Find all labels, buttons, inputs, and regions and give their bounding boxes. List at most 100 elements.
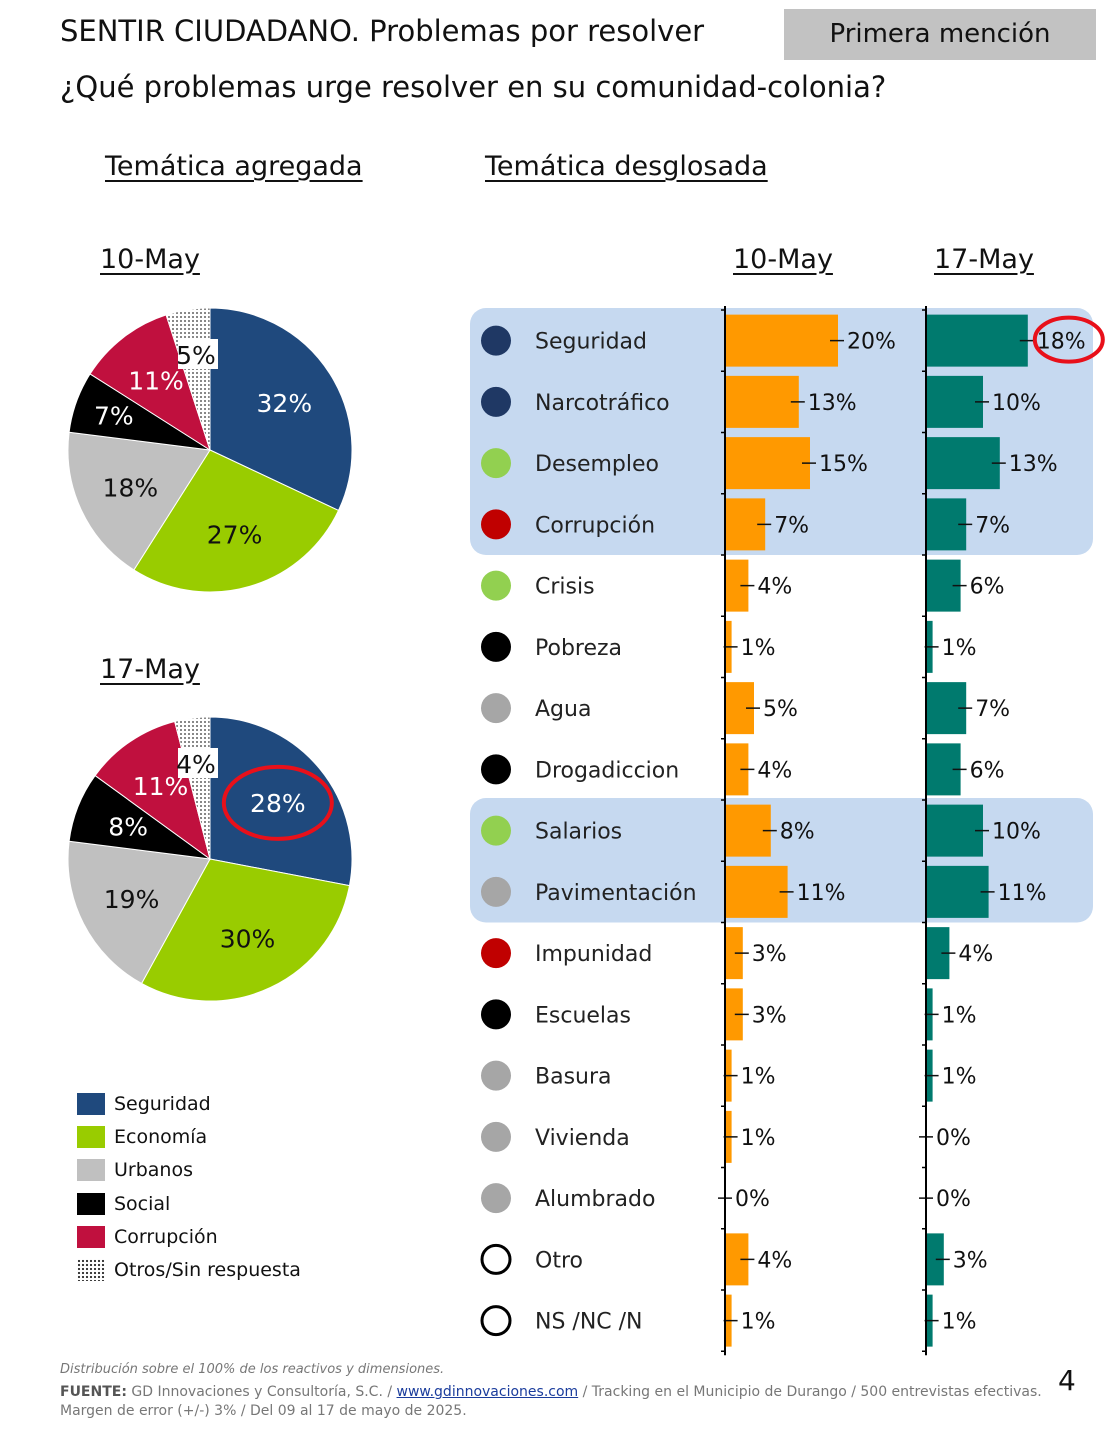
- value-label-17-may-basura: 1%: [942, 1065, 977, 1090]
- legend-swatch: [77, 1159, 105, 1181]
- value-label-17-may-corrupcion: 7%: [975, 513, 1010, 538]
- value-label-17-may-crisis: 6%: [970, 575, 1005, 600]
- value-label-17-may-alumbrado: 0%: [936, 1187, 971, 1212]
- category-dot: [481, 999, 511, 1030]
- question-subtitle: ¿Qué problemas urge resolver en su comun…: [60, 70, 887, 104]
- category-label-impunidad: Impunidad: [535, 942, 652, 967]
- category-dot: [481, 1060, 511, 1091]
- value-label-10-may-desempleo: 15%: [819, 452, 868, 477]
- category-dot: [480, 1243, 512, 1275]
- pie-label-economia: 27%: [207, 521, 263, 550]
- value-label-17-may-otro: 3%: [953, 1248, 988, 1273]
- category-dot: [481, 386, 511, 417]
- category-dot: [481, 938, 511, 969]
- category-label-desempleo: Desempleo: [535, 452, 659, 477]
- pie-slice-urbanos: [67, 431, 211, 571]
- bar-column-10-may: 10-May: [733, 244, 833, 275]
- bar-10-may-escuelas: [726, 988, 743, 1041]
- value-label-10-may-narcotrafico: 13%: [808, 391, 857, 416]
- value-label-10-may-agua: 5%: [763, 697, 798, 722]
- legend-swatch: [77, 1126, 105, 1148]
- value-label-10-may-crisis: 4%: [757, 575, 792, 600]
- category-dot: [481, 876, 511, 907]
- bar-10-may-narcotrafico: [726, 375, 799, 428]
- category-dot: [481, 693, 511, 724]
- bar-17-may-impunidad: [927, 927, 950, 980]
- category-label-pobreza: Pobreza: [535, 636, 622, 661]
- value-label-10-may-pavimentacion: 11%: [797, 881, 846, 906]
- pie-2-date: 17-May: [100, 654, 200, 685]
- pie-slice-seguridad: [209, 307, 353, 512]
- source-text: FUENTE: GD Innovaciones y Consultoría, S…: [60, 1383, 1045, 1421]
- category-label-basura: Basura: [535, 1065, 612, 1090]
- bar-10-may-pavimentacion: [726, 865, 788, 918]
- pie-label-economia: 30%: [220, 925, 276, 954]
- legend-swatch: [77, 1093, 105, 1115]
- bar-10-may-drogadiccion: [726, 743, 749, 796]
- source-org: GD Innovaciones y Consultoría, S.C. /: [126, 1384, 397, 1400]
- value-label-17-may-ns-nc-n: 1%: [942, 1310, 977, 1335]
- category-dot: [481, 1183, 511, 1214]
- value-label-17-may-seguridad: 18%: [1037, 330, 1086, 355]
- pie-label-otros-sin-respuesta: 5%: [176, 341, 216, 370]
- category-label-seguridad: Seguridad: [535, 330, 647, 355]
- legend-swatch: [77, 1226, 105, 1248]
- category-label-ns-nc-n: NS /NC /N: [535, 1310, 643, 1335]
- value-label-17-may-impunidad: 4%: [958, 942, 993, 967]
- bar-17-may-otro: [927, 1233, 944, 1286]
- pie-label-bg: [178, 339, 218, 369]
- bar-17-may-pavimentacion: [927, 865, 989, 918]
- highlight-ellipse: [221, 764, 334, 841]
- bar-10-may-seguridad: [726, 314, 838, 367]
- source-link[interactable]: www.gdinnovaciones.com: [396, 1384, 579, 1400]
- category-dot: [480, 1305, 512, 1337]
- page-number: 4: [1058, 1364, 1076, 1397]
- value-label-10-may-seguridad: 20%: [847, 330, 896, 355]
- legend-label: Social: [114, 1193, 171, 1215]
- pie-label-seguridad: 28%: [250, 789, 306, 818]
- value-label-10-may-basura: 1%: [741, 1065, 776, 1090]
- category-label-pavimentacion: Pavimentación: [535, 881, 697, 906]
- value-label-10-may-vivienda: 1%: [741, 1126, 776, 1151]
- source-rest: / Tracking en el Municipio de Durango / …: [60, 1384, 1042, 1419]
- bar-17-may-salarios: [927, 804, 983, 857]
- category-label-otro: Otro: [535, 1248, 583, 1273]
- value-label-10-may-escuelas: 3%: [752, 1003, 787, 1028]
- bar-chart-breakdown: Seguridad 20% 18% Narcotráfico 13% 10% Desempl…: [470, 306, 1105, 1356]
- pie-label-corrupcion: 11%: [128, 366, 184, 395]
- category-dot: [481, 815, 511, 846]
- bar-10-may-crisis: [726, 559, 749, 612]
- category-label-drogadiccion: Drogadiccion: [535, 758, 679, 783]
- pie-label-social: 8%: [108, 813, 148, 842]
- legend-label: Corrupción: [114, 1226, 218, 1248]
- pie-label-social: 7%: [94, 401, 134, 430]
- category-label-alumbrado: Alumbrado: [535, 1187, 655, 1212]
- value-label-17-may-agua: 7%: [975, 697, 1010, 722]
- pie-slice-economia: [140, 858, 351, 1002]
- category-label-corrupcion: Corrupción: [535, 513, 655, 538]
- value-label-10-may-salarios: 8%: [780, 820, 815, 845]
- pie-slice-seguridad: [209, 716, 353, 887]
- value-label-17-may-escuelas: 1%: [942, 1003, 977, 1028]
- pie-label-seguridad: 32%: [257, 389, 313, 418]
- value-label-10-may-alumbrado: 0%: [735, 1187, 770, 1212]
- page-title: SENTIR CIUDADANO. Problemas por resolver: [60, 14, 705, 48]
- category-label-escuelas: Escuelas: [535, 1003, 631, 1028]
- legend-label: Seguridad: [114, 1093, 211, 1115]
- legend-label: Economía: [114, 1126, 208, 1148]
- source-label: FUENTE:: [60, 1384, 127, 1400]
- value-label-17-may-narcotrafico: 10%: [992, 391, 1041, 416]
- category-label-salarios: Salarios: [535, 820, 622, 845]
- value-label-17-may-salarios: 10%: [992, 820, 1041, 845]
- pie-label-urbanos: 19%: [104, 885, 160, 914]
- category-dot: [481, 754, 511, 785]
- value-label-10-may-drogadiccion: 4%: [757, 758, 792, 783]
- category-label-agua: Agua: [535, 697, 591, 722]
- pie-label-bg: [178, 748, 218, 778]
- value-label-17-may-pavimentacion: 11%: [998, 881, 1047, 906]
- bar-10-may-desempleo: [726, 437, 810, 490]
- pie-chart-10-may: 32% 27% 18% 7% 11%5%: [67, 307, 353, 593]
- pie-label-urbanos: 18%: [103, 473, 159, 502]
- bar-10-may-impunidad: [726, 927, 743, 980]
- highlight-band: [470, 308, 1093, 555]
